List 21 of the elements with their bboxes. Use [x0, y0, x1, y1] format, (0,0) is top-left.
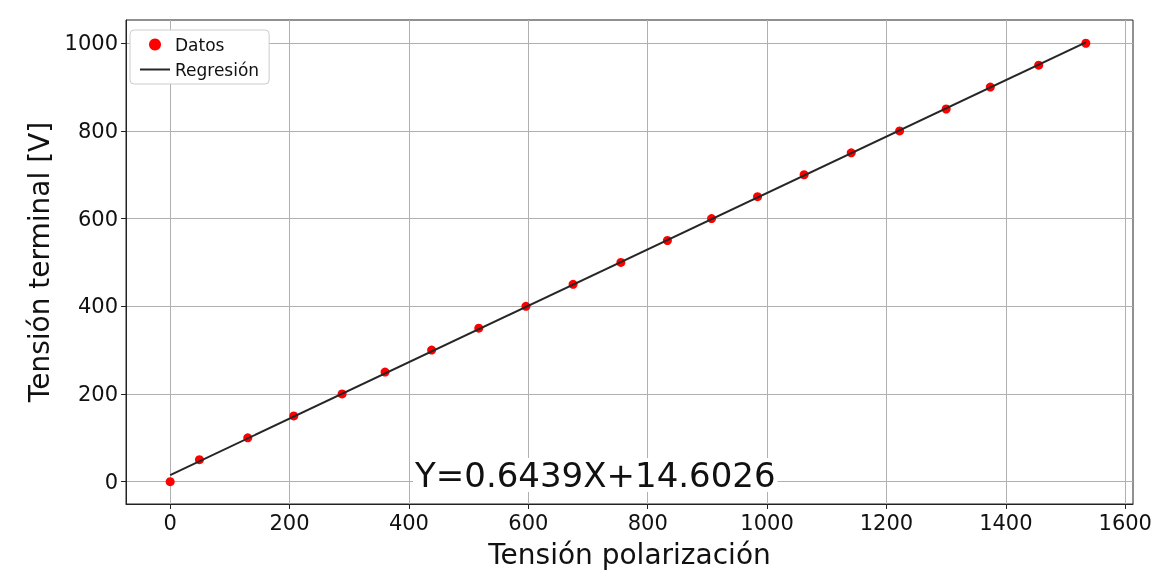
x-tick-label: 400: [388, 510, 429, 535]
x-tick-label: 0: [163, 510, 177, 535]
y-tick-label: 600: [77, 206, 118, 231]
legend-label: Regresión: [175, 59, 260, 80]
x-tick-label: 1400: [979, 510, 1033, 535]
x-tick-label: 1000: [740, 510, 794, 535]
x-axis-title: Tensión polarización: [487, 537, 771, 571]
y-tick-label: 200: [77, 381, 118, 406]
y-tick-label: 800: [77, 118, 118, 143]
x-tick-label: 1600: [1098, 510, 1152, 535]
y-tick-label: 400: [77, 294, 118, 319]
x-tick-label: 800: [627, 510, 668, 535]
x-tick-label: 600: [508, 510, 549, 535]
x-tick-label: 200: [269, 510, 310, 535]
point: [165, 477, 175, 487]
y-tick-label: 1000: [64, 31, 118, 56]
x-tick-label: 1200: [859, 510, 914, 535]
annotation: Y=0.6439X+14.6026: [414, 455, 776, 495]
y-tick-label: 0: [104, 469, 118, 494]
legend-label: Datos: [175, 34, 225, 55]
y-axis-title: Tensión terminal [V]: [23, 121, 57, 404]
